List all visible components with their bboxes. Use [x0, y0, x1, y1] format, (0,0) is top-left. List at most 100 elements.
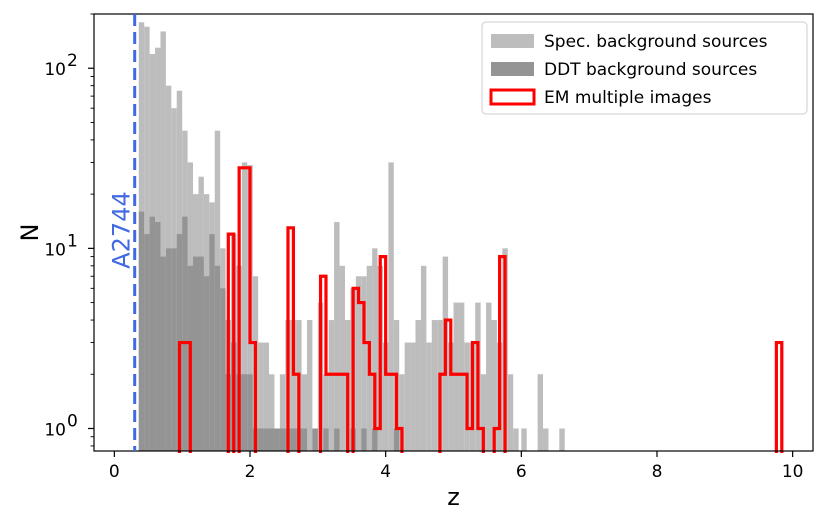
bar	[521, 428, 527, 451]
x-axis: 0 2 4 6 8 10	[109, 451, 804, 482]
bar	[388, 162, 394, 451]
bar	[312, 428, 318, 451]
legend-swatch-ddt	[491, 62, 534, 76]
bar	[290, 428, 297, 451]
cluster-label: A2744	[108, 191, 136, 269]
step-outline	[774, 340, 784, 453]
bar	[334, 222, 340, 451]
axes-frame	[93, 13, 814, 452]
cluster-redshift-marker: A2744	[108, 14, 137, 451]
legend-label-ddt: DDT background sources	[544, 60, 757, 80]
bar	[328, 320, 335, 451]
bar	[279, 374, 286, 451]
step-outline	[177, 340, 192, 453]
step-outline	[318, 274, 350, 453]
legend-swatch-spec	[491, 34, 534, 48]
bar	[171, 248, 177, 451]
bar	[323, 428, 329, 451]
y-axis-label: N	[16, 224, 44, 242]
bar	[306, 320, 313, 451]
bar	[458, 302, 465, 451]
step-outline	[226, 232, 236, 453]
bar	[513, 428, 519, 451]
bar	[241, 374, 248, 451]
bar	[410, 342, 416, 451]
bar	[507, 374, 514, 451]
bar	[361, 428, 367, 451]
bar	[382, 342, 389, 451]
bar	[426, 342, 432, 451]
bar	[209, 234, 215, 451]
y-tick-exponent: 0	[67, 411, 78, 431]
bar	[279, 428, 286, 451]
bar	[160, 31, 166, 451]
bar	[290, 320, 297, 451]
bar	[144, 234, 150, 451]
bar	[274, 428, 280, 451]
bar	[420, 265, 427, 451]
legend-swatch-em	[489, 88, 536, 106]
bar	[301, 428, 307, 451]
bar	[480, 374, 487, 451]
bar	[193, 256, 199, 451]
y-tick-label: 10	[44, 420, 66, 440]
bar	[198, 256, 204, 451]
bar	[431, 320, 438, 451]
bar	[537, 374, 544, 451]
y-tick-label: 10	[44, 60, 66, 80]
bar	[263, 342, 270, 451]
bar	[269, 428, 275, 451]
bar	[258, 342, 264, 451]
step-outline	[351, 255, 404, 453]
bar	[559, 428, 565, 451]
bar	[399, 374, 405, 451]
bar	[448, 342, 454, 451]
x-tick-label: 10	[782, 462, 804, 482]
step-outline	[438, 318, 485, 453]
bar	[491, 320, 497, 451]
bar	[543, 428, 549, 451]
bar	[486, 302, 492, 451]
bar	[393, 428, 400, 451]
bar	[372, 428, 378, 451]
series-2-steps	[177, 166, 784, 453]
plot-area	[138, 22, 784, 453]
legend: Spec. background sources DDT background …	[481, 21, 808, 115]
y-tick-exponent: 1	[67, 231, 78, 251]
bar	[160, 256, 166, 451]
y-tick-exponent: 2	[67, 51, 78, 71]
y-tick-label: 10	[44, 240, 66, 260]
bar	[355, 276, 362, 451]
x-tick-label: 4	[380, 462, 391, 482]
legend-label-em: EM multiple images	[544, 88, 712, 108]
bar	[404, 342, 411, 451]
bar	[453, 302, 459, 451]
bar	[361, 276, 367, 451]
bar	[182, 216, 188, 451]
step-outline	[492, 255, 507, 453]
bar	[323, 374, 329, 451]
bar	[149, 216, 156, 451]
bar	[334, 428, 340, 451]
x-tick-label: 0	[109, 462, 120, 482]
bar	[263, 428, 270, 451]
bar	[372, 248, 378, 451]
x-tick-label: 8	[652, 462, 663, 482]
step-outline	[286, 226, 301, 453]
bar	[301, 374, 307, 451]
bar	[138, 211, 145, 451]
step-outline	[237, 166, 258, 453]
x-tick-label: 6	[516, 462, 527, 482]
bar	[165, 248, 172, 451]
bar	[155, 222, 161, 451]
bar	[241, 162, 248, 451]
bar	[339, 265, 345, 451]
bar	[415, 320, 421, 451]
bar	[220, 288, 226, 451]
legend-label-spec: Spec. background sources	[544, 32, 768, 52]
bar	[247, 374, 253, 451]
x-axis-label: z	[447, 483, 460, 511]
bar	[214, 265, 221, 451]
